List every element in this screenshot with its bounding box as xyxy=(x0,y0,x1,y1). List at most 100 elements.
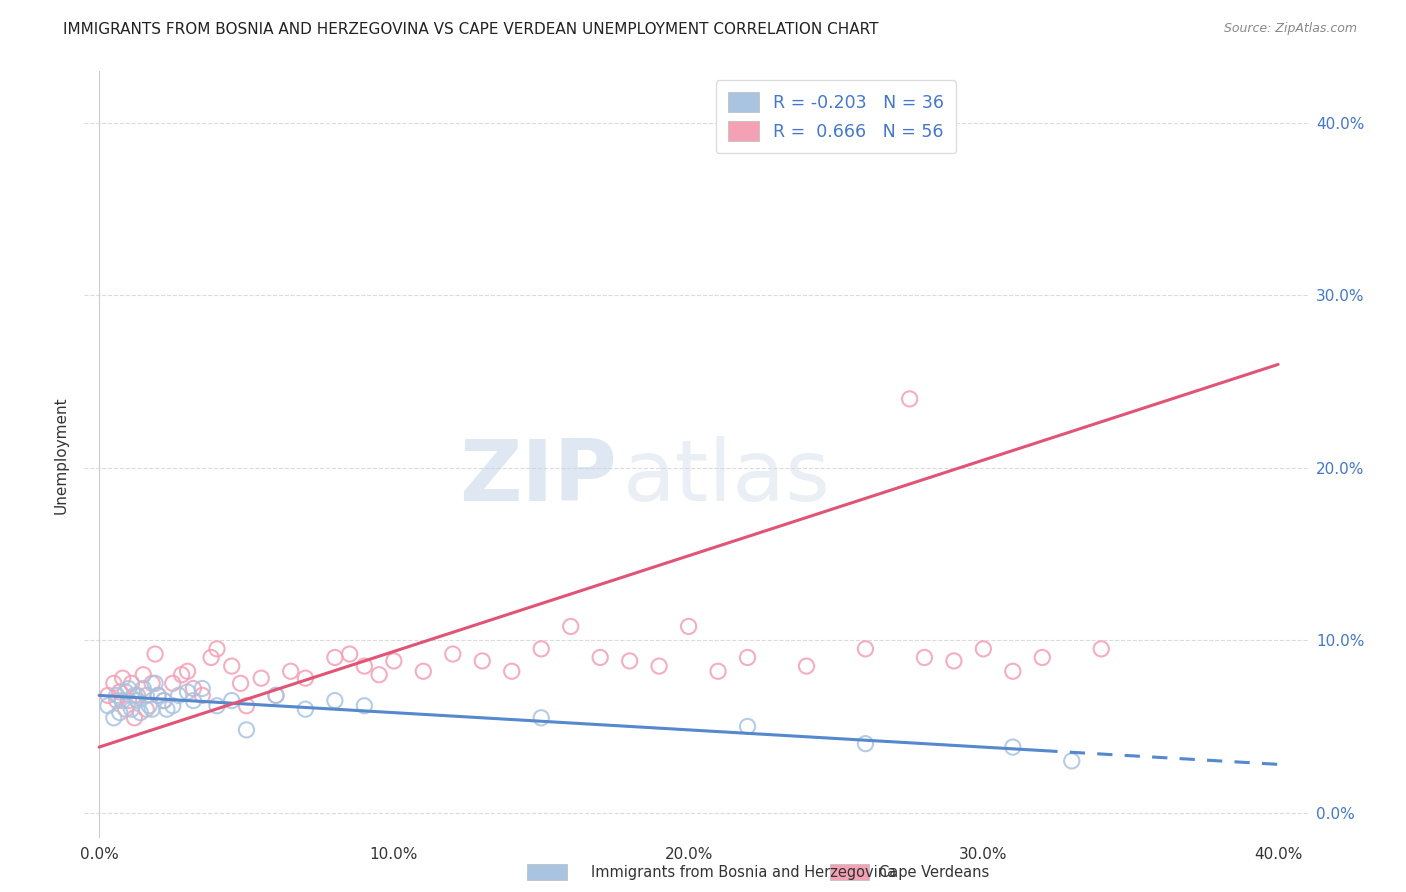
Point xyxy=(323,693,346,707)
Point xyxy=(530,711,553,725)
Point xyxy=(97,698,120,713)
Text: Source: ZipAtlas.com: Source: ZipAtlas.com xyxy=(1223,22,1357,36)
Point xyxy=(530,641,553,656)
Y-axis label: Unemployment: Unemployment xyxy=(53,396,69,514)
Point xyxy=(105,689,128,703)
Point xyxy=(737,650,759,665)
Point xyxy=(280,665,302,679)
Point xyxy=(501,665,523,679)
Point xyxy=(153,693,176,707)
Point xyxy=(111,693,134,707)
Text: Cape Verdeans: Cape Verdeans xyxy=(879,865,988,880)
Point xyxy=(855,641,877,656)
Point xyxy=(1031,650,1053,665)
Point xyxy=(114,685,136,699)
Point xyxy=(183,693,205,707)
Point xyxy=(146,689,169,703)
Point xyxy=(146,689,169,703)
Point xyxy=(127,689,149,703)
Text: IMMIGRANTS FROM BOSNIA AND HERZEGOVINA VS CAPE VERDEAN UNEMPLOYMENT CORRELATION : IMMIGRANTS FROM BOSNIA AND HERZEGOVINA V… xyxy=(63,22,879,37)
Point xyxy=(221,693,243,707)
Point xyxy=(156,702,179,716)
Point xyxy=(972,641,994,656)
Legend: R = -0.203   N = 36, R =  0.666   N = 56: R = -0.203 N = 36, R = 0.666 N = 56 xyxy=(716,80,956,153)
Point xyxy=(1090,641,1112,656)
Point xyxy=(235,723,257,737)
Point xyxy=(143,676,166,690)
Point xyxy=(114,702,136,716)
Point xyxy=(138,698,160,713)
Point xyxy=(132,667,155,681)
Point xyxy=(1060,754,1083,768)
Point xyxy=(589,650,612,665)
Point xyxy=(103,676,125,690)
Point xyxy=(294,671,316,685)
Point xyxy=(129,706,152,720)
Point xyxy=(560,619,582,633)
Point xyxy=(942,654,965,668)
Point xyxy=(135,689,157,703)
Point xyxy=(117,681,139,696)
Point xyxy=(205,641,228,656)
Point xyxy=(108,685,131,699)
Point xyxy=(235,698,257,713)
Point xyxy=(205,698,228,713)
Point xyxy=(1001,740,1024,755)
Point xyxy=(121,676,143,690)
Point xyxy=(471,654,494,668)
Point xyxy=(141,676,163,690)
Text: atlas: atlas xyxy=(623,436,831,519)
Point xyxy=(441,647,464,661)
Point xyxy=(183,681,205,696)
Point xyxy=(382,654,405,668)
Point xyxy=(97,689,120,703)
Point xyxy=(167,689,190,703)
Point xyxy=(1001,665,1024,679)
Point xyxy=(323,650,346,665)
Point xyxy=(191,681,214,696)
Point xyxy=(191,689,214,703)
Point xyxy=(678,619,700,633)
Point xyxy=(176,685,198,699)
Point xyxy=(103,711,125,725)
Point xyxy=(124,711,146,725)
Point xyxy=(368,667,391,681)
Point xyxy=(176,665,198,679)
Point xyxy=(796,659,818,673)
Point xyxy=(108,706,131,720)
Point xyxy=(353,659,375,673)
Point xyxy=(117,693,139,707)
Point xyxy=(619,654,641,668)
Point xyxy=(294,702,316,716)
Point xyxy=(250,671,273,685)
Point xyxy=(153,693,176,707)
Point xyxy=(912,650,935,665)
Point xyxy=(707,665,730,679)
Point xyxy=(105,693,128,707)
Point xyxy=(648,659,671,673)
Point xyxy=(737,719,759,733)
Point xyxy=(264,689,287,703)
Point xyxy=(200,650,222,665)
Point xyxy=(162,698,184,713)
Point xyxy=(132,681,155,696)
Point xyxy=(162,676,184,690)
Point xyxy=(229,676,252,690)
Point xyxy=(143,647,166,661)
Point xyxy=(124,689,146,703)
Point xyxy=(339,647,361,661)
Point xyxy=(135,702,157,716)
Point xyxy=(170,667,193,681)
Point xyxy=(127,693,149,707)
Text: Immigrants from Bosnia and Herzegovina: Immigrants from Bosnia and Herzegovina xyxy=(591,865,896,880)
Point xyxy=(353,698,375,713)
Point xyxy=(898,392,921,406)
Point xyxy=(855,737,877,751)
Point xyxy=(264,689,287,703)
Point xyxy=(221,659,243,673)
Point xyxy=(141,702,163,716)
Point xyxy=(111,671,134,685)
Text: ZIP: ZIP xyxy=(458,436,616,519)
Point xyxy=(121,702,143,716)
Point xyxy=(412,665,434,679)
